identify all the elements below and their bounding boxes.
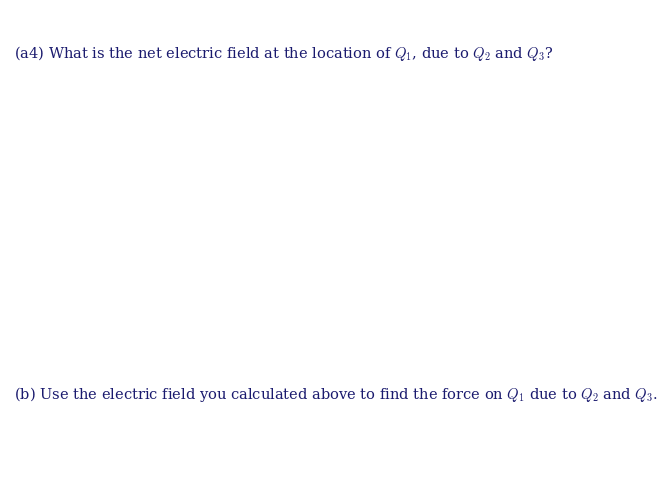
Text: (a4) What is the net electric field at the location of $Q_1$, due to $Q_2$ and $: (a4) What is the net electric field at t… — [14, 44, 554, 63]
Text: (b) Use the electric field you calculated above to find the force on $Q_1$ due t: (b) Use the electric field you calculate… — [14, 385, 658, 404]
